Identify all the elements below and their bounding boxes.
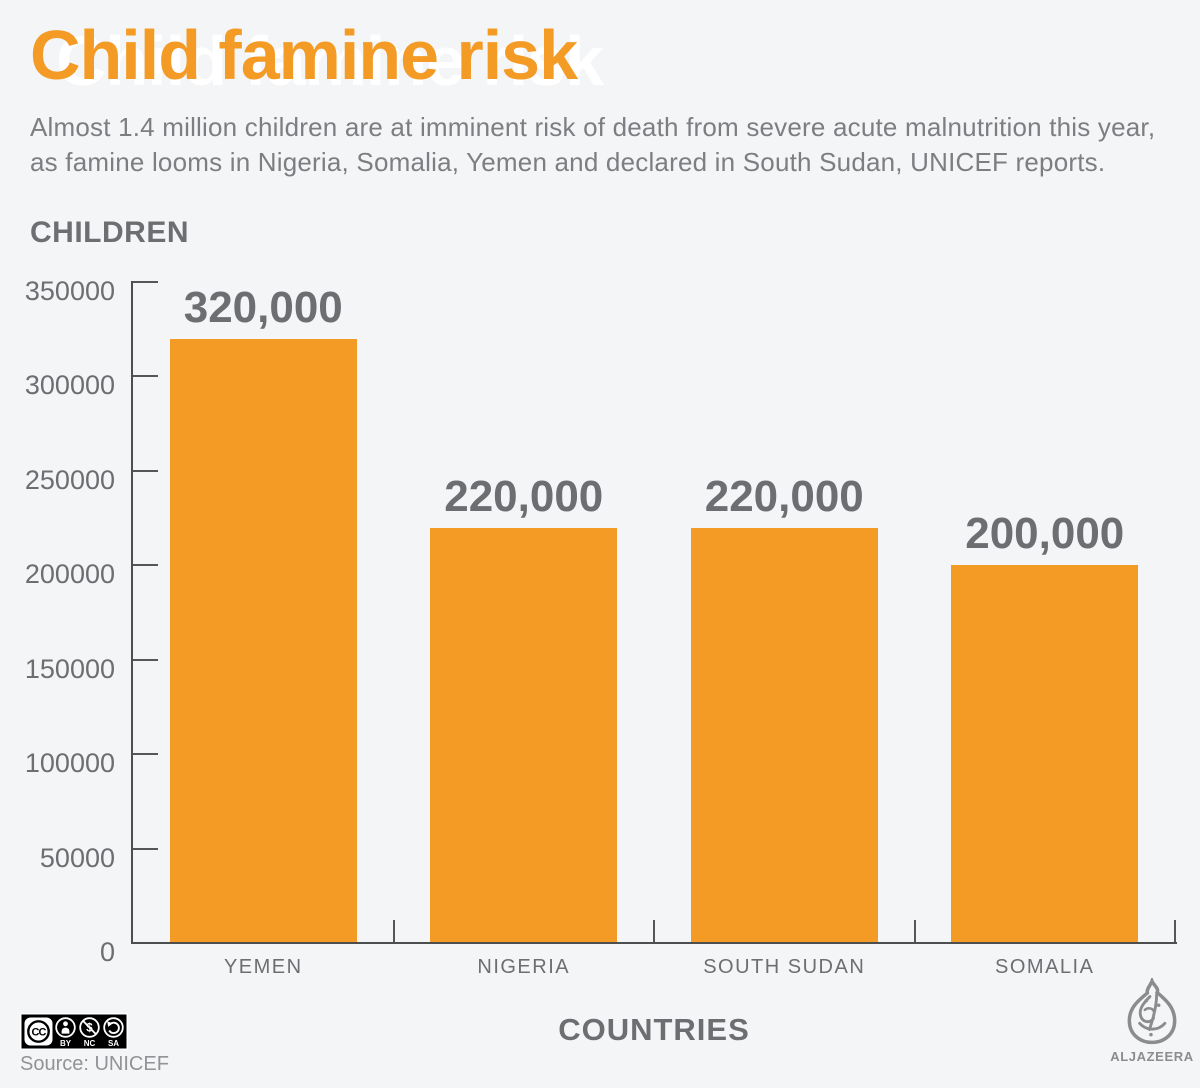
cc-by-label: BY xyxy=(60,1039,72,1048)
aljazeera-logo-icon xyxy=(1127,978,1177,1045)
x-axis-tick xyxy=(392,920,395,942)
page-title-ghost: Child famine risk xyxy=(56,22,604,100)
cc-by-body xyxy=(61,1027,70,1034)
y-axis-tick xyxy=(133,658,158,661)
x-axis-tick xyxy=(1174,920,1176,942)
cc-license-badge: CC BY $ NC SA xyxy=(20,1013,128,1050)
x-axis-line xyxy=(131,942,1177,944)
bar-value-nigeria: 220,000 xyxy=(444,471,604,521)
y-axis-tick xyxy=(133,375,158,378)
x-axis-title: COUNTRIES xyxy=(558,1012,750,1047)
y-axis-tick-label: 0 xyxy=(99,937,115,967)
subtitle-line-2: as famine looms in Nigeria, Somalia, Yem… xyxy=(30,147,1106,177)
y-axis-tick-label: 150000 xyxy=(24,653,115,684)
bar-value-south-sudan: 220,000 xyxy=(704,471,864,521)
x-axis-label-yemen: YEMEN xyxy=(223,956,303,978)
x-axis-tick xyxy=(653,920,655,942)
bar-somalia xyxy=(951,565,1139,942)
cc-nc-label: NC xyxy=(84,1039,96,1048)
cc-sa-arrowhead xyxy=(107,1021,113,1027)
aljazeera-brand: ALJAZEERA xyxy=(1102,978,1200,1064)
y-axis-tick xyxy=(133,469,158,472)
y-axis-line xyxy=(131,281,133,944)
bar-nigeria xyxy=(430,527,618,942)
bar-south-sudan xyxy=(690,527,878,942)
page-title-text: Child famine risk xyxy=(30,16,578,94)
cc-nc-slash xyxy=(82,1020,97,1035)
y-axis-tick xyxy=(133,847,158,850)
y-axis-tick-label: 100000 xyxy=(24,748,115,779)
x-axis-tick xyxy=(913,920,916,942)
aljazeera-wordmark: ALJAZEERA xyxy=(1110,1049,1194,1064)
subtitle-line-1: Almost 1.4 million children are at immin… xyxy=(30,112,1156,142)
bar-yemen xyxy=(169,338,357,942)
y-axis-title: CHILDREN xyxy=(30,216,189,249)
cc-logo-circle xyxy=(27,1020,50,1043)
subtitle: Almost 1.4 million children are at immin… xyxy=(30,110,1155,180)
x-axis-label-somalia: SOMALIA xyxy=(995,956,1095,978)
y-axis-tick-label: 250000 xyxy=(24,464,115,495)
cc-logo-text: CC xyxy=(32,1027,47,1039)
y-axis-tick xyxy=(133,281,158,283)
cc-sa-arrow xyxy=(108,1021,120,1035)
y-axis-tick xyxy=(133,564,158,567)
y-axis-tick xyxy=(133,753,158,756)
x-axis-label-south-sudan: SOUTH SUDAN xyxy=(703,956,866,978)
bar-value-yemen: 320,000 xyxy=(183,282,343,332)
source-credit: Source: UNICEF xyxy=(20,1053,169,1075)
y-axis-tick-label: 300000 xyxy=(24,370,115,401)
cc-by-head xyxy=(63,1021,68,1027)
cc-sa-label: SA xyxy=(108,1039,119,1048)
y-axis-tick-label: 200000 xyxy=(24,559,115,590)
cc-nc-icon xyxy=(79,1017,100,1038)
x-axis-label-nigeria: NIGERIA xyxy=(477,956,571,978)
cc-sa-icon xyxy=(103,1017,124,1038)
bar-value-somalia: 200,000 xyxy=(965,509,1125,559)
y-axis-tick-label: 350000 xyxy=(24,276,115,306)
y-axis-tick-label: 50000 xyxy=(39,842,115,873)
cc-by-icon xyxy=(55,1017,76,1038)
